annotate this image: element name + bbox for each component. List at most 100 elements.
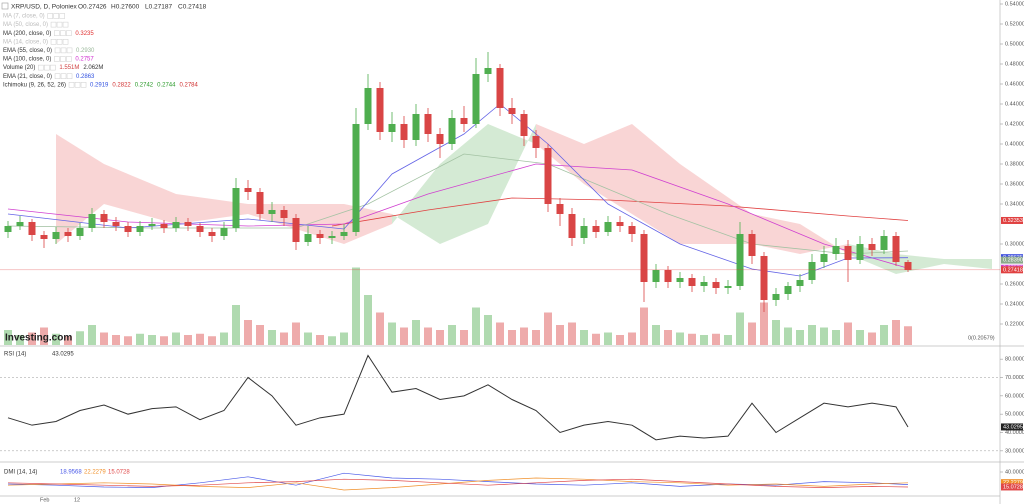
rsi-tick-label: 60.0000 <box>1005 393 1024 399</box>
candle-body <box>496 68 504 108</box>
candle-body <box>736 234 744 286</box>
candle-body <box>688 278 696 286</box>
rsi-tag-label: 43.0295 <box>1003 424 1023 430</box>
volume-bar <box>376 312 384 345</box>
volume-bar <box>808 325 816 345</box>
candle-body <box>244 188 252 192</box>
candle-body <box>592 226 600 232</box>
legend-value: 0.2919 <box>90 82 109 88</box>
candle-layer <box>4 52 912 312</box>
volume-bar <box>640 307 648 345</box>
price-tag-label: 0.28390 <box>1003 258 1023 264</box>
y-tick-label: 0.38000 <box>1005 161 1024 167</box>
candle-body <box>160 224 168 228</box>
candle-body <box>604 222 612 232</box>
dmi-line <box>7 472 909 488</box>
candle-body <box>148 224 156 226</box>
legend-button <box>62 21 69 28</box>
legend-button <box>62 39 69 45</box>
cloud-segment <box>536 124 584 184</box>
ohlc-low: L0.27187 <box>145 4 172 11</box>
legend-button <box>60 47 67 54</box>
volume-bar <box>892 320 900 345</box>
legend-button <box>56 21 63 28</box>
candle-body <box>616 222 624 226</box>
candle-body <box>556 204 564 214</box>
candle-body <box>328 236 336 238</box>
scale-note: 0(0.20579) <box>968 335 995 341</box>
y-tick-label: 0.52000 <box>1005 21 1024 27</box>
candle-body <box>184 222 192 226</box>
legend-value: 0.2757 <box>75 57 94 63</box>
volume-bar <box>40 327 48 345</box>
cloud-segment <box>392 164 440 244</box>
indicator-layer <box>0 354 1000 491</box>
candle-body <box>424 114 432 134</box>
candle-body <box>664 270 672 282</box>
legend-name: Volume (20) <box>3 65 35 71</box>
dmi-line <box>7 477 909 491</box>
y-tick-label: 0.36000 <box>1005 181 1024 187</box>
candle-body <box>772 294 780 300</box>
volume-bar <box>364 295 372 345</box>
volume-bar <box>856 330 864 345</box>
legend-button <box>66 56 72 62</box>
volume-bar <box>592 333 600 345</box>
volume-bar <box>496 322 504 345</box>
cloud-segment <box>752 214 800 254</box>
dmi-value: 22.2279 <box>84 470 106 476</box>
y-tick-label: 0.26000 <box>1005 281 1024 287</box>
legend-button <box>54 30 60 36</box>
volume-bar <box>712 333 720 345</box>
candle-body <box>88 214 96 228</box>
candle-body <box>544 148 552 204</box>
ohlc-close: C0.27418 <box>178 4 207 11</box>
legend-layer: MA (7, close, 0) MA (50, close, 0) MA (200… <box>3 13 198 88</box>
volume-bar <box>340 332 348 345</box>
legend-button <box>54 56 60 62</box>
volume-bar <box>172 332 180 345</box>
candle-body <box>760 256 768 300</box>
ohlc-high: H0.27600 <box>111 4 140 11</box>
legend-name: MA (7, close, 0) <box>3 14 45 20</box>
volume-bar <box>160 336 168 345</box>
legend-button <box>44 64 50 71</box>
rsi-line <box>7 354 909 441</box>
volume-bar <box>664 330 672 345</box>
volume-bar <box>604 332 612 345</box>
volume-bar <box>820 327 828 345</box>
legend-button <box>54 47 61 54</box>
volume-bar <box>124 336 132 345</box>
volume-bar <box>472 307 480 345</box>
volume-bar <box>52 333 60 345</box>
legend-button <box>74 82 81 88</box>
volume-bar <box>208 336 216 345</box>
candle-body <box>580 226 588 238</box>
candle-body <box>112 222 120 226</box>
volume-layer <box>4 267 912 345</box>
y-tick-label: 0.22000 <box>1005 321 1024 327</box>
rsi-tick-label: 50.0000 <box>1005 412 1024 418</box>
volume-bar <box>64 336 72 345</box>
volume-bar <box>388 322 396 345</box>
candle-body <box>892 236 900 262</box>
volume-bar <box>316 335 324 345</box>
volume-bar <box>352 267 360 345</box>
candle-body <box>4 226 12 232</box>
legend-button <box>59 13 65 19</box>
dmi-tick-label: 40.0000 <box>1005 469 1024 475</box>
volume-bar <box>196 333 204 345</box>
menu-icon[interactable] <box>1 2 9 10</box>
dmi-title: DMI (14, 14) <box>4 470 37 476</box>
volume-bar <box>148 335 156 345</box>
volume-bar <box>844 322 852 345</box>
volume-bar <box>796 330 804 345</box>
candle-body <box>220 228 228 236</box>
legend-name: MA (200, close, 0) <box>3 31 51 37</box>
dmi-line <box>7 478 909 488</box>
legend-value: 0.2744 <box>157 82 176 88</box>
volume-bar <box>232 305 240 345</box>
rsi-value: 43.0295 <box>52 352 74 358</box>
legend-name: EMA (21, close, 0) <box>3 74 52 80</box>
